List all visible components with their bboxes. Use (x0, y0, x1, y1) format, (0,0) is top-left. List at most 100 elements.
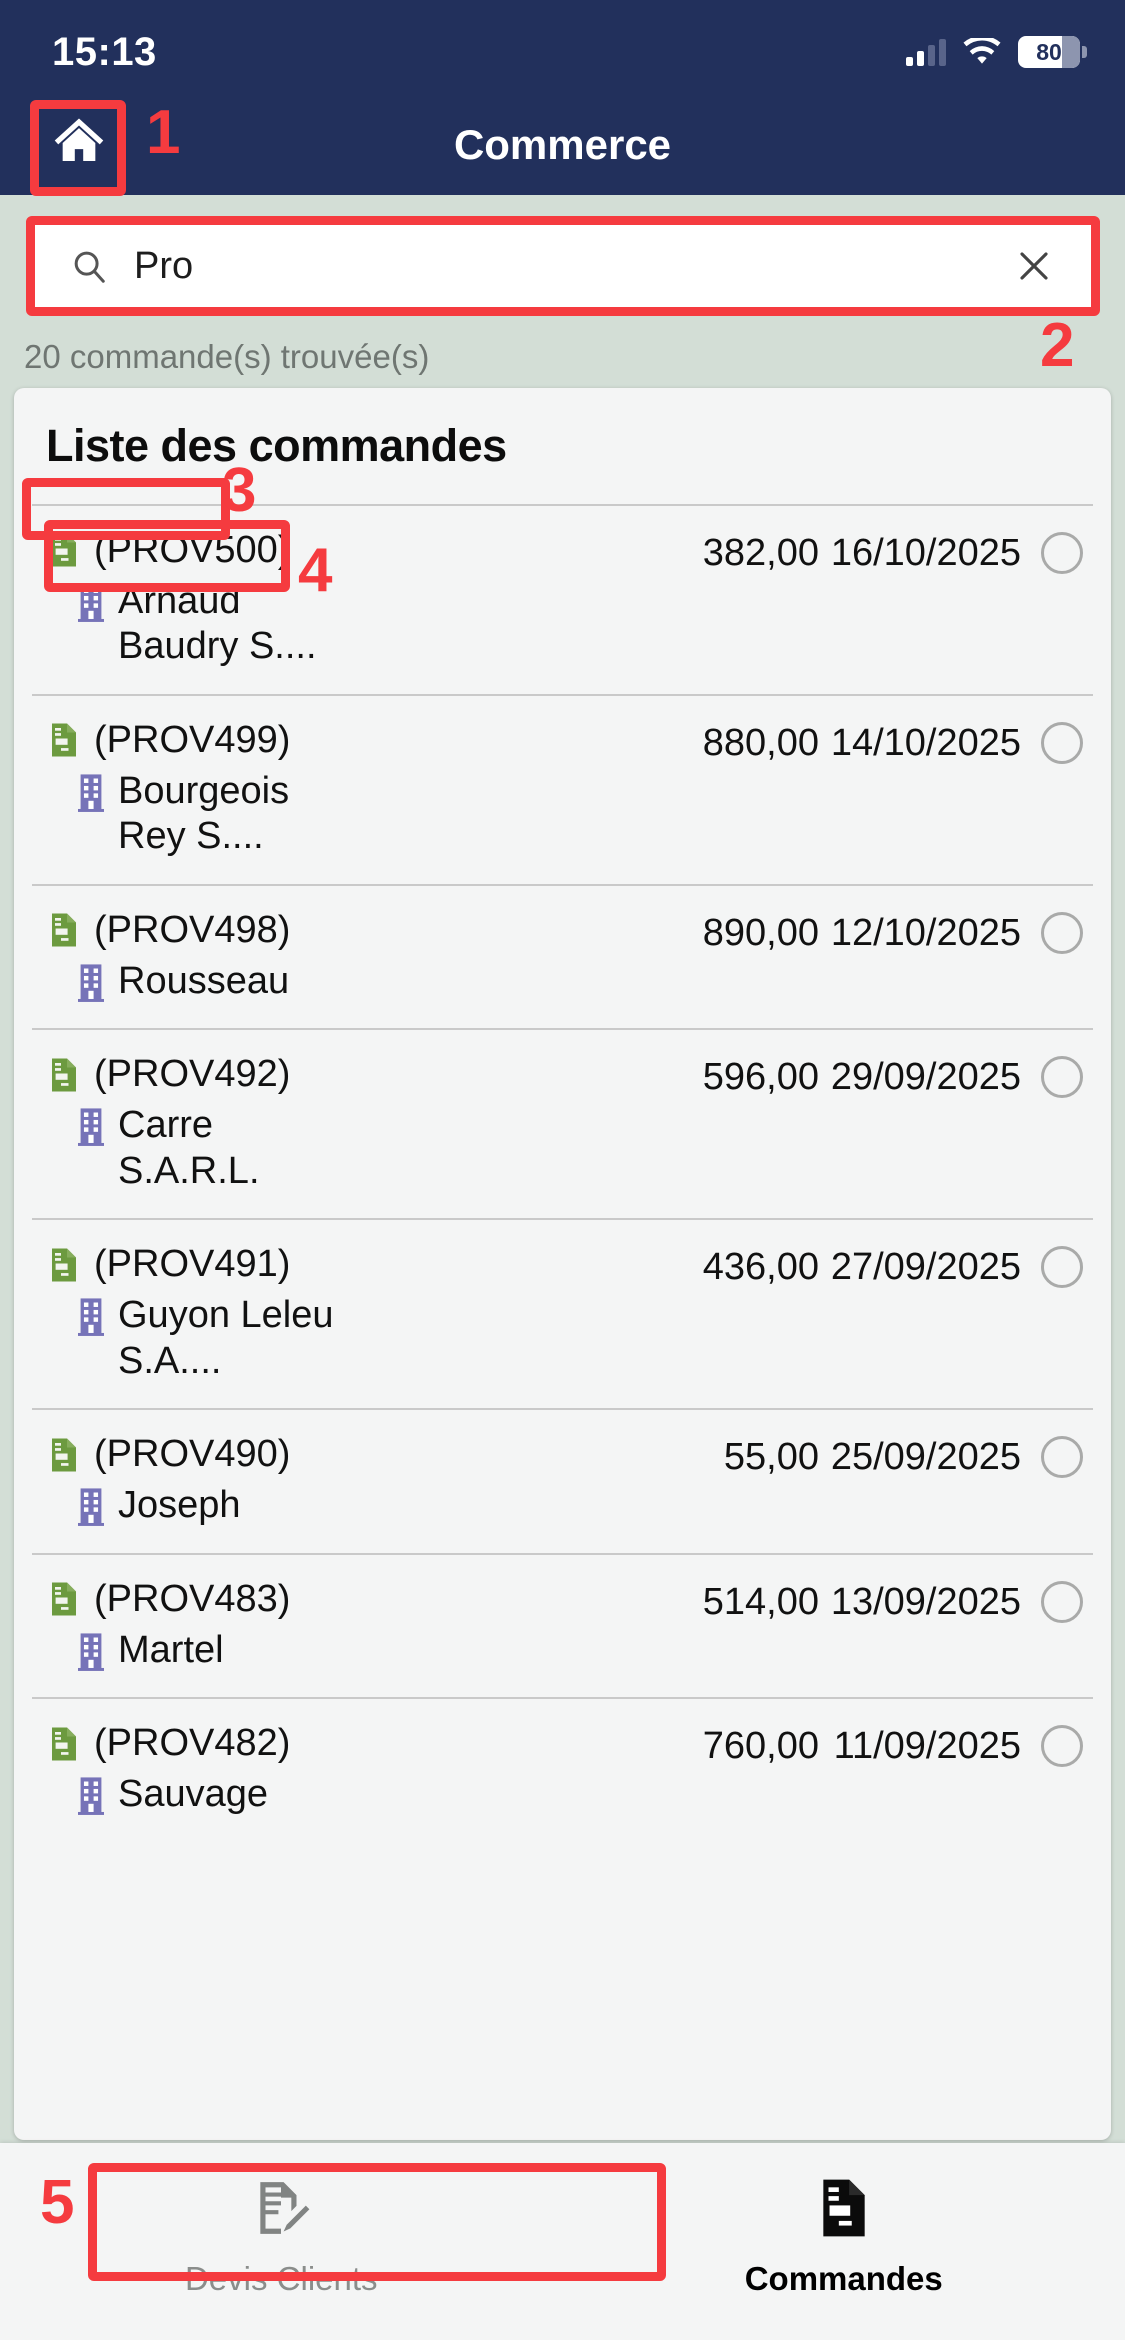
app-bar: Commerce (0, 95, 1125, 195)
order-ref-cell: (PROV500) Arnaud Baudry S.... (32, 528, 502, 670)
building-icon (78, 1486, 104, 1528)
results-summary: 20 commande(s) trouvée(s) (24, 338, 430, 375)
radio-unchecked-icon[interactable] (1041, 1580, 1083, 1623)
client-name: Guyon Leleu S.A.... (118, 1294, 334, 1382)
radio-unchecked-icon[interactable] (1041, 912, 1083, 955)
document-order-icon (46, 1053, 82, 1097)
radio-unchecked-icon[interactable] (1041, 722, 1083, 765)
battery-icon: 80 (1018, 36, 1087, 68)
order-ref-cell: (PROV490) Joseph (32, 1432, 502, 1528)
order-date: 25/09/2025 (830, 1436, 1021, 1479)
order-amount: 436,00 (702, 1246, 819, 1289)
document-order-icon (46, 1433, 82, 1477)
home-button[interactable] (40, 103, 118, 181)
table-row[interactable]: (PROV491) Guyon Leleu S.A.... 436,00 27/09/… (32, 1218, 1093, 1408)
document-order-icon (46, 908, 82, 952)
page-title: Commerce (453, 121, 672, 168)
orders-card: Liste des commandes (PROV500) Arnaud Baud… (14, 388, 1111, 2140)
radio-unchecked-icon[interactable] (1041, 1056, 1083, 1099)
bottom-navigation: Devis Clients Commandes (0, 2143, 1125, 2340)
order-reference: (PROV500) (94, 529, 291, 571)
order-ref-cell: (PROV491) Guyon Leleu S.A.... (32, 1242, 502, 1384)
document-order-icon (46, 1243, 82, 1287)
table-row[interactable]: (PROV483) Martel 514,00 13/09/2025 (32, 1552, 1093, 1697)
document-order-icon (46, 528, 82, 572)
order-reference: (PROV490) (94, 1433, 291, 1476)
document-order-icon (46, 1577, 82, 1621)
building-icon (78, 1775, 104, 1817)
order-reference: (PROV483) (94, 1577, 291, 1620)
list-title: Liste des commandes (46, 420, 507, 471)
nav-item-commandes[interactable]: Commandes (563, 2143, 1125, 2298)
client-name: Martel (118, 1628, 224, 1671)
order-reference: (PROV499) (94, 719, 291, 762)
order-ref-cell: (PROV498) Rousseau (32, 908, 502, 1004)
search-icon (70, 247, 108, 285)
order-ref-cell: (PROV492) Carre S.A.R.L. (32, 1052, 502, 1194)
client-name: Sauvage (118, 1773, 269, 1816)
order-amount: 382,00 (702, 532, 819, 574)
client-name: Arnaud Baudry S.... (118, 579, 317, 668)
order-reference: (PROV491) (94, 1243, 291, 1286)
nav-label-devis-clients: Devis Clients (184, 2260, 378, 2297)
table-row[interactable]: (PROV482) Sauvage 760,00 11/09/2025 (32, 1697, 1093, 1841)
order-reference: (PROV498) (94, 909, 291, 952)
search-input[interactable]: Pro (134, 245, 194, 287)
battery-level: 80 (1036, 38, 1062, 65)
radio-unchecked-icon[interactable] (1041, 1725, 1083, 1768)
order-date: 27/09/2025 (830, 1246, 1021, 1289)
building-icon (78, 1106, 104, 1148)
close-icon[interactable] (1016, 248, 1052, 284)
status-time: 15:13 (52, 30, 157, 74)
order-amount: 55,00 (723, 1436, 819, 1479)
order-reference: (PROV482) (94, 1722, 291, 1765)
order-amount: 596,00 (702, 1056, 819, 1099)
client-name: Bourgeois Rey S.... (118, 769, 290, 858)
document-order-icon (46, 718, 82, 762)
nav-item-devis-clients[interactable]: Devis Clients (0, 2143, 563, 2298)
order-reference: (PROV492) (94, 1053, 291, 1096)
order-amount: 880,00 (702, 722, 819, 765)
radio-unchecked-icon[interactable] (1041, 532, 1083, 574)
table-row[interactable]: (PROV498) Rousseau 890,00 12/10/2025 (32, 884, 1093, 1028)
orders-list: (PROV500) Arnaud Baudry S.... 382,00 16/10/… (14, 504, 1111, 1842)
order-ref-cell: (PROV499) Bourgeois Rey S.... (32, 718, 502, 860)
radio-unchecked-icon[interactable] (1041, 1436, 1083, 1479)
client-name: Carre S.A.R.L. (118, 1104, 260, 1192)
building-icon (78, 962, 104, 1004)
client-name: Rousseau (118, 959, 290, 1002)
table-row[interactable]: (PROV492) Carre S.A.R.L. 596,00 29/09/2025 (32, 1028, 1093, 1218)
order-amount: 890,00 (702, 912, 819, 955)
status-bar: 15:13 80 (0, 0, 1125, 95)
order-date: 11/09/2025 (833, 1725, 1021, 1768)
annotation-number-2: 2 (1040, 311, 1075, 380)
table-row[interactable]: (PROV499) Bourgeois Rey S.... 880,00 14/10/… (32, 694, 1093, 884)
order-ref-cell: (PROV482) Sauvage (32, 1721, 502, 1817)
order-date: 14/10/2025 (830, 722, 1021, 765)
order-date: 13/09/2025 (830, 1580, 1021, 1623)
radio-unchecked-icon[interactable] (1041, 1246, 1083, 1289)
building-icon (78, 1296, 104, 1338)
order-document-icon (813, 2177, 875, 2244)
order-ref-cell: (PROV483) Martel (32, 1577, 502, 1673)
building-icon (78, 582, 104, 624)
building-icon (78, 1631, 104, 1673)
building-icon (78, 772, 104, 814)
search-field[interactable]: Pro (32, 222, 1094, 310)
signal-icon (906, 38, 946, 66)
table-row[interactable]: (PROV500) Arnaud Baudry S.... 382,00 16/10/… (32, 504, 1093, 694)
order-amount: 514,00 (702, 1580, 819, 1623)
order-date: 16/10/2025 (830, 532, 1021, 574)
status-indicators: 80 (906, 35, 1087, 68)
order-date: 29/09/2025 (830, 1056, 1021, 1099)
nav-label-commandes: Commandes (744, 2260, 943, 2297)
wifi-icon (963, 35, 1001, 66)
document-order-icon (46, 1722, 82, 1766)
order-amount: 760,00 (702, 1725, 819, 1768)
quote-document-pen-icon (250, 2177, 312, 2244)
home-icon (51, 112, 107, 173)
order-date: 12/10/2025 (830, 912, 1021, 955)
client-name: Joseph (118, 1484, 241, 1527)
table-row[interactable]: (PROV490) Joseph 55,00 25/09/2025 (32, 1408, 1093, 1552)
